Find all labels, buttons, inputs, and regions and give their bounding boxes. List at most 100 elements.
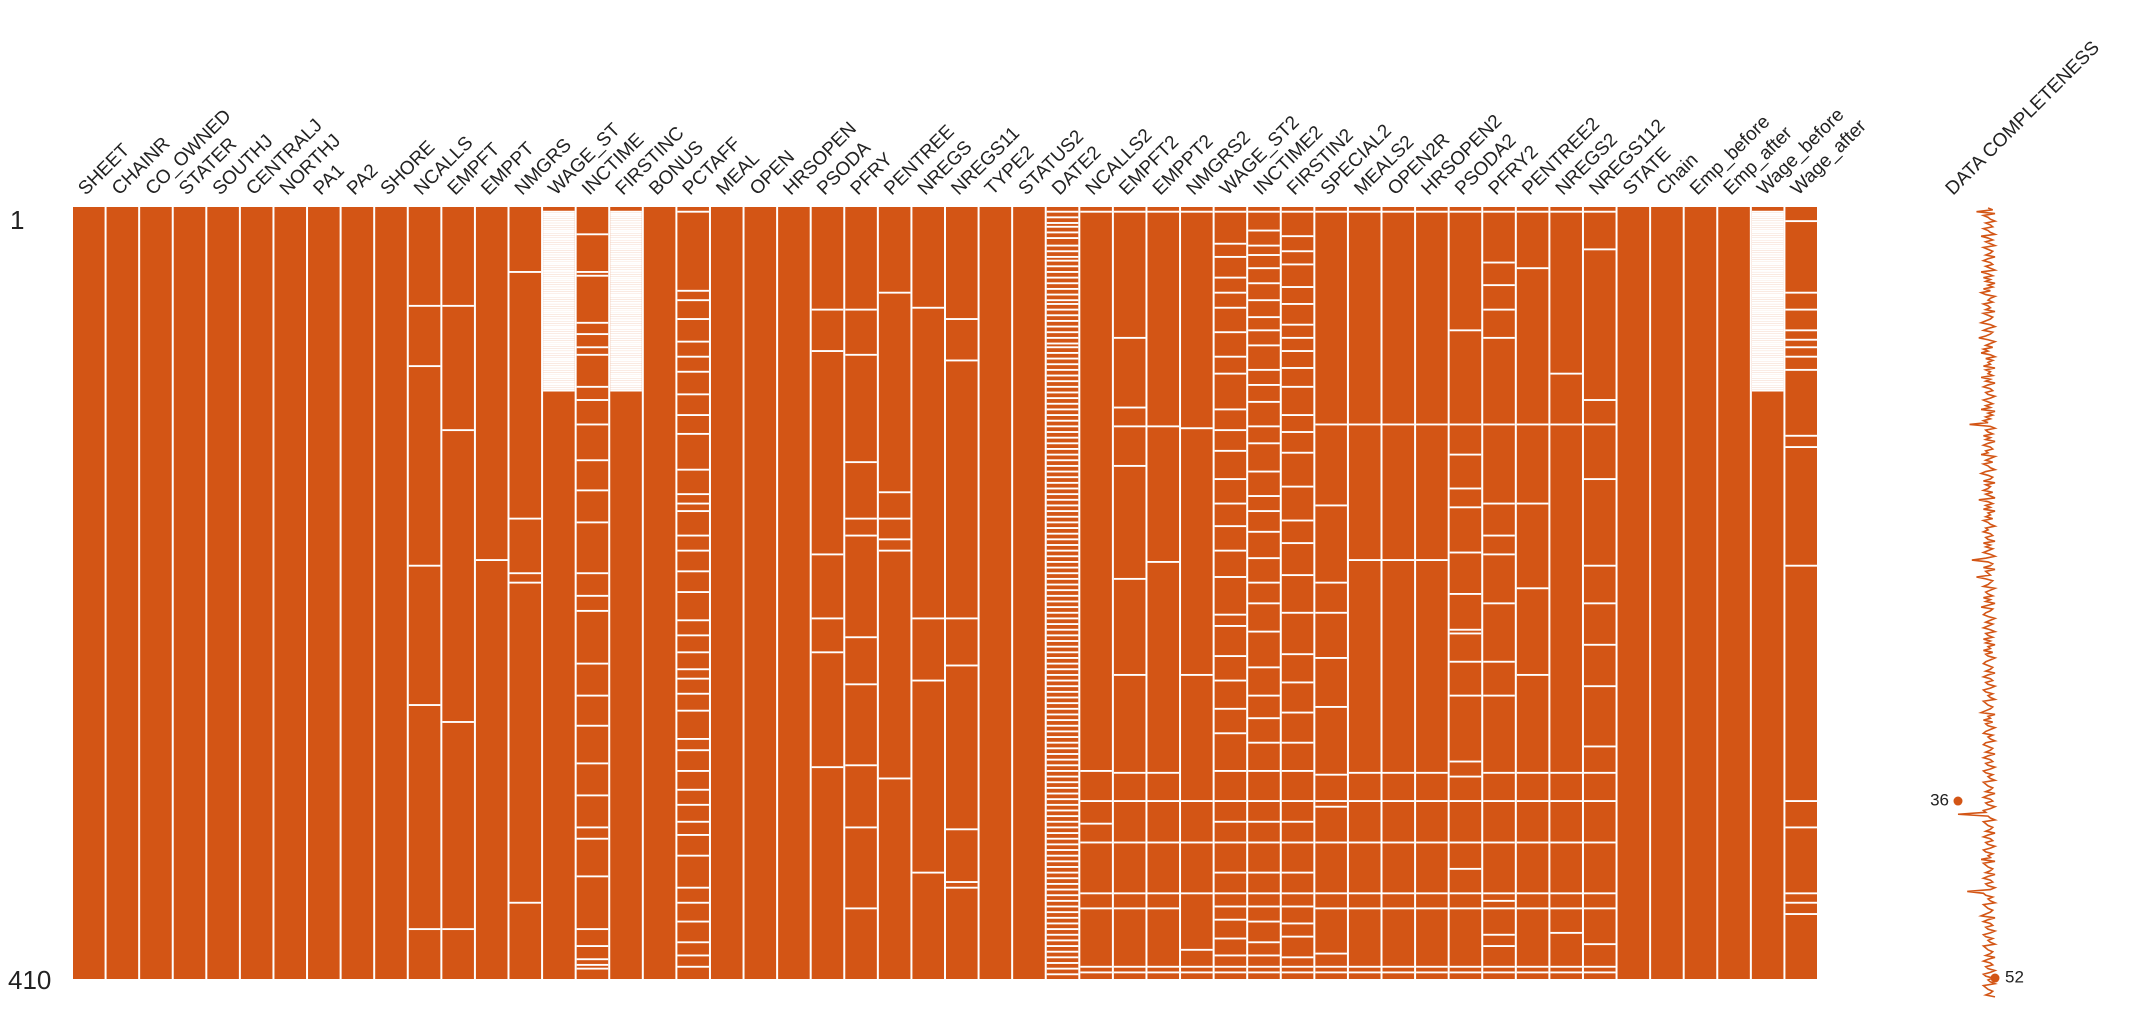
missing-cell: [946, 886, 978, 889]
missing-cell: [1147, 425, 1180, 428]
missing-cell: [543, 237, 575, 240]
missing-cell: [677, 591, 709, 593]
missing-cell: [1751, 367, 1784, 369]
missing-cell: [610, 246, 642, 249]
missing-cell: [845, 683, 877, 686]
missing-cell: [1449, 867, 1482, 870]
missing-cell: [1483, 971, 1515, 974]
missing-cell: [1751, 316, 1784, 319]
missing-cell: [543, 350, 575, 352]
missing-cell: [1046, 244, 1079, 247]
missing-cell: [1046, 696, 1079, 699]
missing-cell: [1751, 304, 1784, 307]
missing-cell: [543, 365, 575, 368]
missing-cell: [1281, 485, 1314, 488]
missing-cell: [543, 355, 575, 358]
missing-cell: [1248, 400, 1280, 403]
missing-cell: [610, 242, 642, 245]
missing-cell: [1248, 384, 1280, 386]
missing-cell: [1248, 820, 1280, 823]
missing-cell: [610, 312, 642, 315]
missing-cell: [610, 348, 642, 351]
missing-cell: [1348, 841, 1381, 844]
missing-cell: [610, 344, 642, 347]
missing-cell: [1785, 826, 1817, 829]
missing-cell: [1281, 519, 1314, 522]
missing-cell: [610, 340, 642, 343]
missing-cell: [610, 210, 642, 213]
missing-cell: [845, 517, 877, 520]
missing-cell: [1248, 442, 1280, 445]
missing-cell: [1751, 340, 1784, 343]
missing-cell: [543, 271, 575, 273]
missing-cell: [1751, 240, 1784, 243]
missing-cell: [610, 319, 642, 322]
missing-cell: [677, 886, 709, 889]
missing-cell: [1248, 530, 1280, 533]
missing-cell: [1214, 613, 1247, 616]
missing-cell: [1483, 965, 1515, 968]
missing-cell: [576, 826, 609, 829]
missing-cell: [543, 242, 575, 245]
missing-cell: [408, 365, 441, 368]
matrix-column-pa1: [308, 207, 340, 979]
missing-cell: [576, 346, 609, 349]
missing-cell: [677, 210, 709, 213]
missing-cell: [1751, 293, 1784, 296]
missing-cell: [946, 617, 978, 620]
missing-cell: [1046, 342, 1079, 345]
missing-cell: [1046, 259, 1079, 262]
missing-cell: [1046, 308, 1079, 311]
missing-cell: [1516, 841, 1549, 844]
missing-cell: [1583, 685, 1616, 688]
missing-cell: [1583, 841, 1616, 844]
missing-cell: [1046, 210, 1079, 213]
missing-cell: [1046, 357, 1079, 360]
missing-cell: [677, 549, 709, 552]
missing-cell: [1181, 965, 1213, 968]
missing-cell: [1214, 707, 1247, 710]
missing-cell: [543, 344, 575, 347]
missing-cell: [1046, 481, 1079, 484]
missing-cell: [1583, 602, 1616, 605]
matrix-column-wage-after: [1785, 207, 1817, 979]
missing-cell: [543, 331, 575, 334]
missing-cell: [1751, 353, 1784, 356]
missing-cell: [1147, 965, 1180, 968]
missing-cell: [1550, 372, 1582, 375]
missing-cell: [543, 289, 575, 292]
missing-cell: [1046, 707, 1079, 710]
missing-cell: [1281, 965, 1314, 968]
missing-cell: [811, 766, 844, 769]
missing-cell: [1751, 276, 1784, 279]
missing-cell: [1583, 745, 1616, 748]
missing-cell: [1046, 391, 1079, 394]
missing-cell: [610, 240, 642, 243]
missing-cell: [1046, 843, 1079, 846]
missing-cell: [845, 534, 877, 537]
missing-cell: [543, 239, 575, 241]
matrix-column-shore: [375, 207, 407, 979]
missing-cell: [1113, 336, 1146, 339]
missing-cell: [1751, 210, 1784, 213]
missing-cell: [946, 664, 978, 667]
missing-cell: [610, 231, 642, 234]
missing-cell: [1046, 431, 1079, 433]
matrix-column-type2: [979, 207, 1012, 979]
missing-cell: [1281, 210, 1314, 213]
missing-cell: [1483, 261, 1515, 264]
missing-cell: [543, 370, 575, 373]
missing-cell: [576, 928, 609, 931]
missing-cell: [610, 225, 642, 228]
missing-cell: [1785, 368, 1817, 371]
missing-cell: [408, 928, 441, 931]
missing-cell: [1751, 282, 1784, 285]
missing-cell: [610, 367, 642, 369]
missing-cell: [1248, 892, 1280, 895]
missing-cell: [1348, 907, 1381, 910]
missing-cell: [1046, 685, 1079, 688]
missing-cell: [543, 367, 575, 369]
missing-cell: [1046, 860, 1079, 863]
missing-cell: [1046, 544, 1079, 546]
missing-cell: [543, 316, 575, 319]
